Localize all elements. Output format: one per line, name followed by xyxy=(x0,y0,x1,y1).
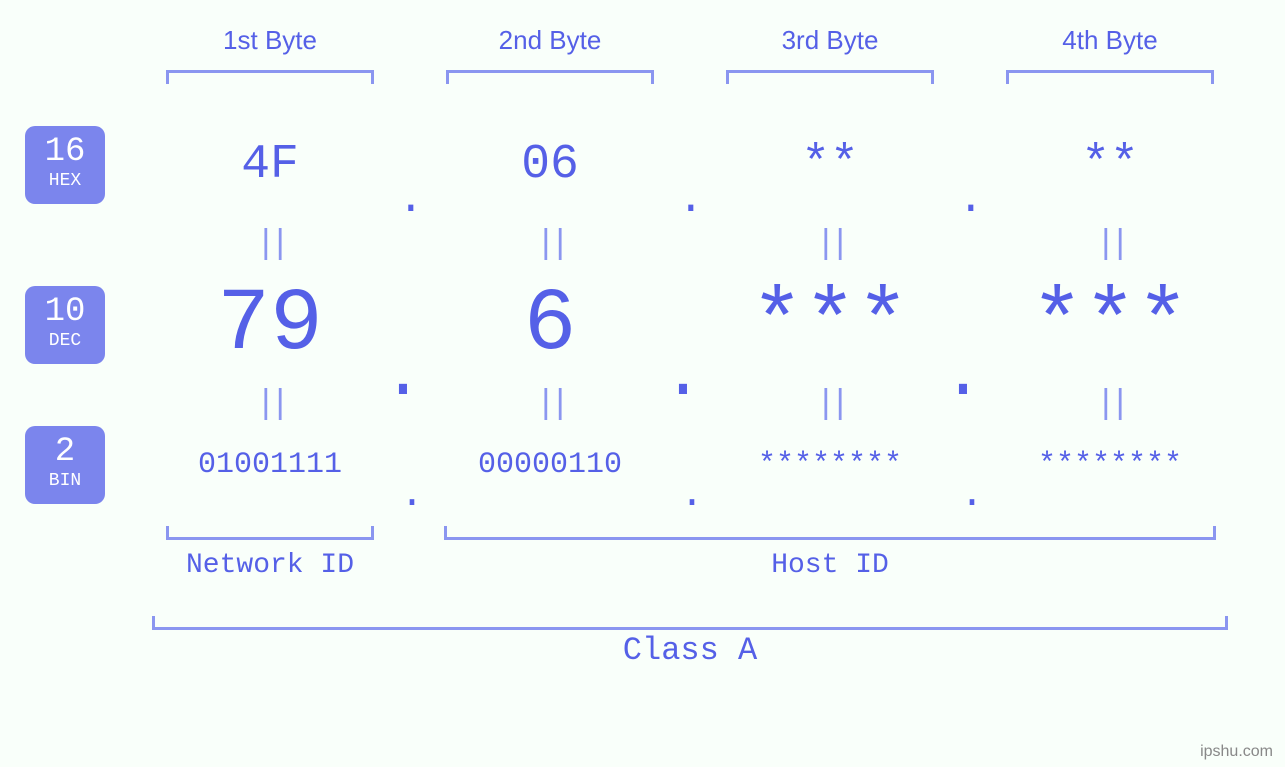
ip-byte-diagram: 1st Byte 2nd Byte 3rd Byte 4th Byte 16 H… xyxy=(0,0,1285,737)
hex-cell-3: ** . xyxy=(690,110,970,220)
bin-cell-1: 01001111 . xyxy=(130,430,410,500)
eq-3a: || xyxy=(816,226,845,264)
hex-val-1: 4F xyxy=(241,138,299,192)
bin-val-3: ******** xyxy=(758,448,902,482)
bracket-top-1 xyxy=(166,70,373,84)
col-header-3: 3rd Byte xyxy=(782,25,879,56)
eq-2b: || xyxy=(536,386,565,424)
dec-cell-2: 6 . xyxy=(410,270,690,380)
eq-2a: || xyxy=(536,226,565,264)
dec-cell-1: 79 . xyxy=(130,270,410,380)
badge-hex-label: HEX xyxy=(49,169,81,194)
watermark: ipshu.com xyxy=(1200,743,1273,761)
eq-1b: || xyxy=(256,386,285,424)
label-network-id: Network ID xyxy=(186,550,354,581)
hex-val-3: ** xyxy=(801,138,859,192)
badge-bin-base: 2 xyxy=(55,435,75,469)
bin-val-4: ******** xyxy=(1038,448,1182,482)
badge-hex-base: 16 xyxy=(45,135,86,169)
badge-dec-label: DEC xyxy=(49,329,81,354)
dec-val-2: 6 xyxy=(524,276,577,375)
hex-val-4: ** xyxy=(1081,138,1139,192)
col-header-2: 2nd Byte xyxy=(499,25,602,56)
bin-cell-3: ******** . xyxy=(690,430,970,500)
bracket-top-2 xyxy=(446,70,653,84)
eq-4a: || xyxy=(1096,226,1125,264)
badge-hex: 16 HEX xyxy=(25,126,105,204)
bracket-bot-class xyxy=(152,616,1227,630)
bin-cell-2: 00000110 . xyxy=(410,430,690,500)
hex-cell-1: 4F . xyxy=(130,110,410,220)
bracket-top-4 xyxy=(1006,70,1213,84)
dec-val-1: 79 xyxy=(217,276,323,375)
col-header-1: 1st Byte xyxy=(223,25,317,56)
hex-val-2: 06 xyxy=(521,138,579,192)
bin-cell-4: ******** xyxy=(970,430,1250,500)
badge-dec: 10 DEC xyxy=(25,286,105,364)
col-header-4: 4th Byte xyxy=(1062,25,1157,56)
bracket-top-3 xyxy=(726,70,933,84)
label-host-id: Host ID xyxy=(771,550,889,581)
bracket-bot-host xyxy=(444,526,1217,540)
label-class: Class A xyxy=(623,632,757,669)
dec-val-3: *** xyxy=(751,276,909,375)
dec-cell-4: *** xyxy=(970,270,1250,380)
badge-bin: 2 BIN xyxy=(25,426,105,504)
badge-bin-label: BIN xyxy=(49,469,81,494)
dec-val-4: *** xyxy=(1031,276,1189,375)
bin-val-2: 00000110 xyxy=(478,448,622,482)
eq-4b: || xyxy=(1096,386,1125,424)
badge-dec-base: 10 xyxy=(45,295,86,329)
eq-3b: || xyxy=(816,386,845,424)
bin-val-1: 01001111 xyxy=(198,448,342,482)
hex-cell-2: 06 . xyxy=(410,110,690,220)
bracket-bot-network xyxy=(166,526,373,540)
hex-cell-4: ** xyxy=(970,110,1250,220)
eq-1a: || xyxy=(256,226,285,264)
dec-cell-3: *** . xyxy=(690,270,970,380)
